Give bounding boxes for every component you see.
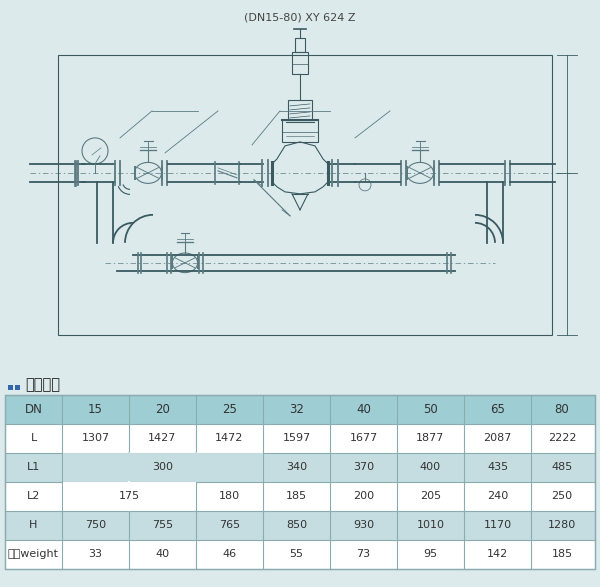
Text: 930: 930 [353,521,374,531]
Text: 370: 370 [353,463,374,473]
Text: 65: 65 [490,403,505,416]
Bar [58,55,552,335]
Text: 765: 765 [219,521,240,531]
Bar [5,424,595,453]
Text: 50: 50 [423,403,438,416]
Text: 435: 435 [487,463,508,473]
Text: 300: 300 [85,463,106,473]
Text: 750: 750 [85,521,106,531]
Bar [282,120,318,142]
Text: 46: 46 [223,549,236,559]
Text: 250: 250 [551,491,572,501]
Text: 142: 142 [487,549,508,559]
Text: 2087: 2087 [484,433,512,443]
Text: 180: 180 [219,491,240,501]
Text: 175: 175 [118,491,140,501]
Bar [295,38,305,52]
Text: 1307: 1307 [82,433,110,443]
Text: 200: 200 [353,491,374,501]
Text: 755: 755 [152,521,173,531]
Text: 2222: 2222 [548,433,576,443]
Bar [5,482,595,511]
Text: 185: 185 [286,491,307,501]
Text: L: L [31,433,37,443]
Text: 1677: 1677 [349,433,377,443]
Bar [5,453,595,482]
Text: 1010: 1010 [416,521,445,531]
Text: 1427: 1427 [148,433,176,443]
Text: 185: 185 [551,549,572,559]
Text: L2: L2 [27,491,40,501]
Bar [5,395,595,424]
Text: 175: 175 [85,491,106,501]
Text: (DN15-80) XY 624 Z: (DN15-80) XY 624 Z [244,13,356,23]
Bar [62,453,263,481]
Text: 1472: 1472 [215,433,244,443]
Text: 40: 40 [155,549,170,559]
Text: H: H [29,521,38,531]
Bar [292,52,308,74]
Text: 重量weight: 重量weight [8,549,59,559]
Text: 300: 300 [152,463,173,473]
Text: 32: 32 [289,403,304,416]
Text: 1877: 1877 [416,433,445,443]
Text: 1280: 1280 [548,521,576,531]
Text: 95: 95 [424,549,437,559]
Text: 73: 73 [356,549,371,559]
Bar [288,100,312,120]
Text: 400: 400 [420,463,441,473]
Text: 1170: 1170 [484,521,512,531]
Text: L1: L1 [27,463,40,473]
Bar [5,540,595,569]
Text: 33: 33 [89,549,103,559]
Text: 20: 20 [155,403,170,416]
Text: 205: 205 [420,491,441,501]
Text: DN: DN [25,403,43,416]
Text: 15: 15 [88,403,103,416]
Bar [5,511,595,540]
Text: 1597: 1597 [283,433,311,443]
Bar [8,385,13,390]
Text: 485: 485 [551,463,572,473]
Bar [5,395,595,569]
Text: 25: 25 [222,403,237,416]
Text: 40: 40 [356,403,371,416]
Text: 240: 240 [487,491,508,501]
Text: 55: 55 [290,549,304,559]
Text: 80: 80 [554,403,569,416]
Bar [15,385,20,390]
Bar [62,483,196,511]
Text: 340: 340 [286,463,307,473]
Text: 850: 850 [286,521,307,531]
Text: 基本尺寸: 基本尺寸 [25,377,60,392]
